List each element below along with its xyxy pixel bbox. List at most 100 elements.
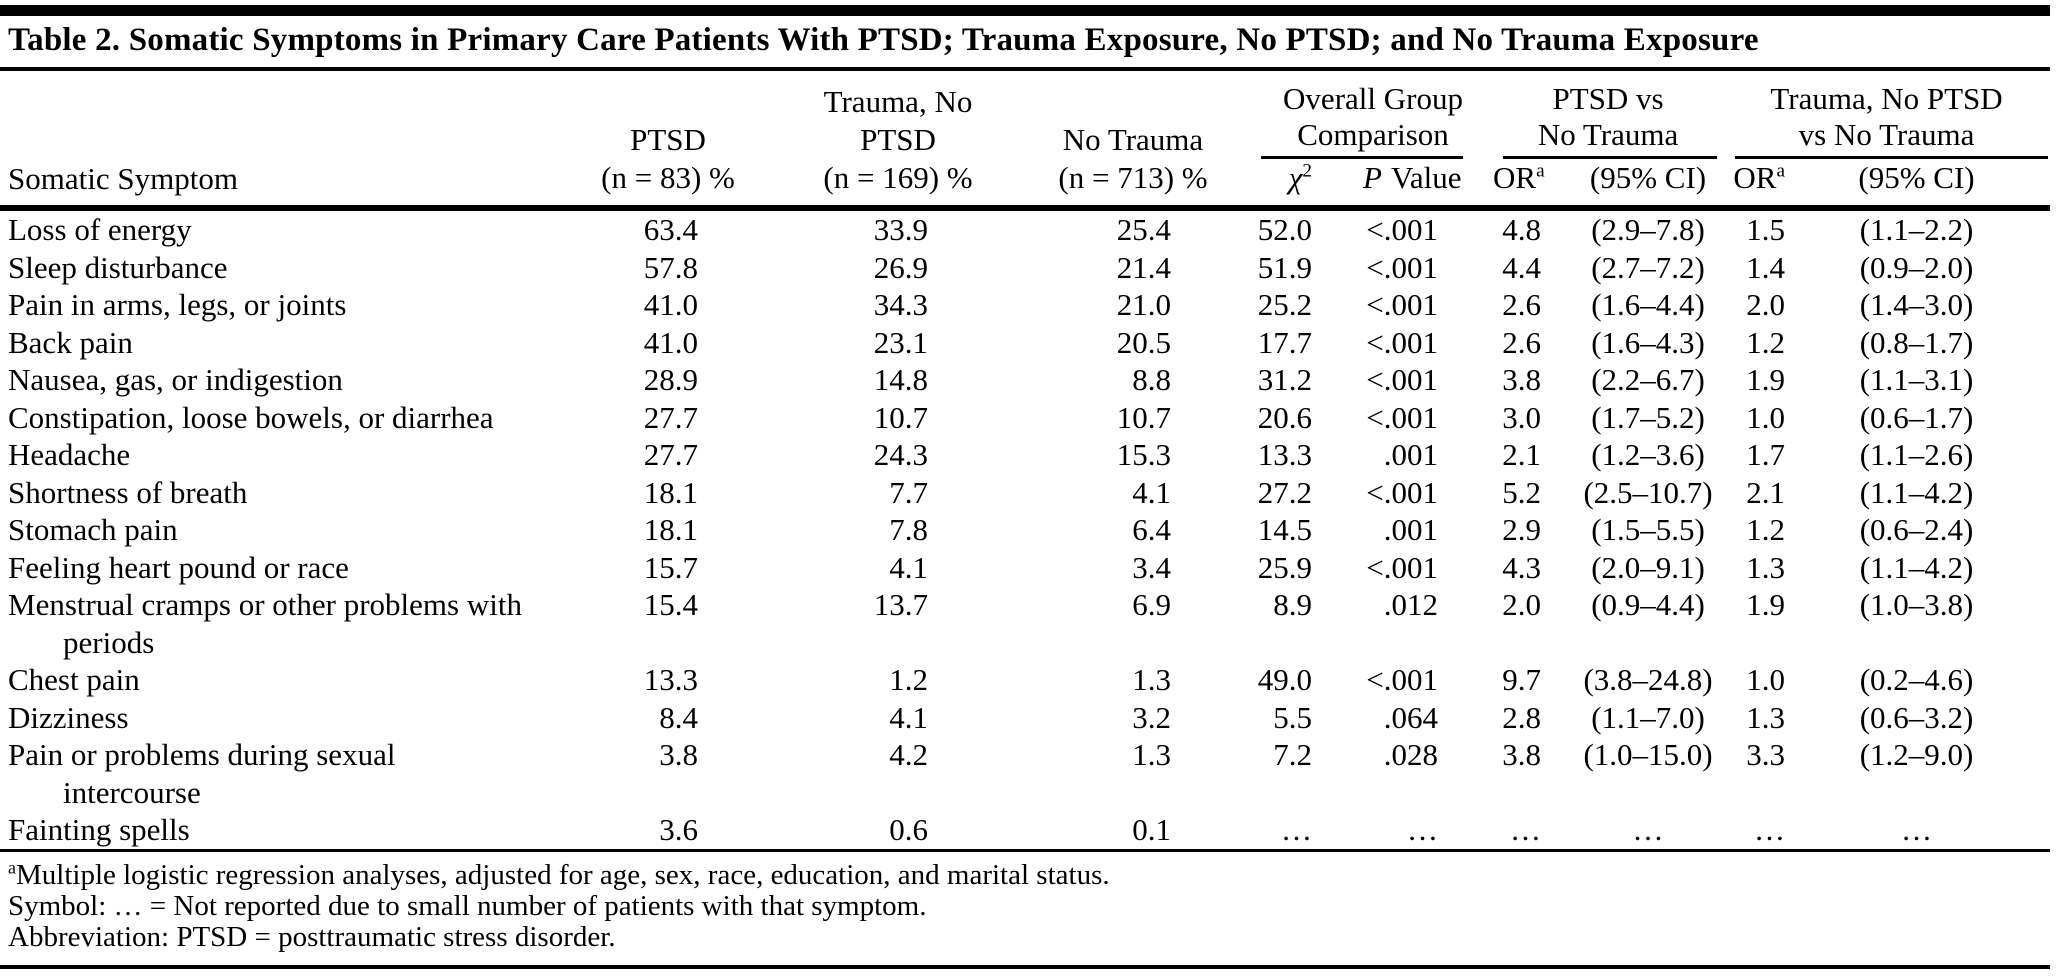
no_trauma-cell: 6.4 [1132, 512, 1171, 547]
or1-header: ORa [1493, 159, 1574, 211]
spanner3-line2: vs No Trauma [1798, 117, 1975, 152]
no_trauma-cell: 0.1 [1132, 812, 1171, 847]
or2-cell: 1.4 [1746, 249, 1786, 285]
ci2-cell: (1.1–2.6) [1859, 437, 1974, 472]
ptsd-cell: 18.1 [643, 474, 698, 510]
spanner3-line1: Trauma, No PTSD [1770, 81, 2003, 116]
table-header: Somatic Symptom PTSD (n = 83) % Trauma, … [0, 71, 2051, 211]
ci1-cell: (2.7–7.2) [1591, 249, 1705, 285]
symptom-cell: Loss of energy [0, 208, 553, 249]
no_trauma-cell: 20.5 [1116, 324, 1171, 360]
symptom-text: Feeling heart pound or race [8, 549, 349, 585]
or2-cell: 1.0 [1746, 662, 1786, 697]
trauma-group-header: Trauma, No PTSD (n = 169) % [783, 71, 1013, 211]
p-cell: <.001 [1366, 212, 1439, 247]
or1-cell: 4.4 [1502, 249, 1542, 285]
trauma-cell: 10.7 [873, 399, 928, 435]
table-title: Table 2. Somatic Symptoms in Primary Car… [0, 16, 2050, 71]
table-row: Headache 27.7 24.3 15.3 13.3 .001 2.1 (1.2–3.6)… [0, 436, 2050, 474]
no_trauma-cell: 25.4 [1116, 212, 1171, 247]
ci2-cell: … [1901, 812, 1933, 847]
or1-superscript: a [1536, 160, 1545, 182]
ci2-cell: (1.0–3.8) [1859, 587, 1974, 622]
ci1-cell: (2.9–7.8) [1591, 212, 1705, 247]
chi2-cell: 5.5 [1273, 699, 1312, 735]
footnote-abbreviation: Abbreviation: PTSD = posttraumatic stres… [8, 921, 2050, 953]
table-top-rule [0, 5, 2050, 16]
no_trauma-cell: 10.7 [1116, 399, 1171, 435]
ci2-cell: (0.9–2.0) [1859, 249, 1974, 285]
ci1-cell: (1.7–5.2) [1591, 399, 1705, 435]
or1-cell: … [1510, 812, 1542, 847]
ptsd-cell: 27.7 [643, 399, 698, 435]
footnote-symbol-text: Symbol: … = Not reported due to small nu… [8, 889, 927, 922]
p-cell: … [1407, 812, 1439, 847]
chi2-cell: 25.9 [1257, 549, 1312, 585]
no-trauma-group-line1: No Trauma [1062, 122, 1204, 157]
header-row-subheaders: χ2 P Value ORa (95% CI) ORa (95% CI) [0, 159, 2051, 211]
p-cell: .012 [1383, 587, 1439, 622]
overall-comparison-label: Overall Group Comparison [1253, 81, 1493, 153]
ptsd-cell: 57.8 [643, 249, 698, 285]
ci1-cell: (2.5–10.7) [1583, 474, 1713, 510]
symptom-text: Shortness of breath [8, 474, 248, 510]
chi-superscript: 2 [1302, 160, 1312, 182]
or1-cell: 3.8 [1502, 362, 1542, 397]
chi2-cell: 51.9 [1257, 249, 1312, 285]
symptom-text: Headache [8, 437, 131, 472]
p-value-word: Value [1390, 160, 1462, 195]
or2-header: ORa [1723, 159, 1814, 211]
symptom-text: Chest pain [8, 662, 140, 697]
no_trauma-cell: 21.4 [1116, 249, 1171, 285]
symptom-cell: Shortness of breath [0, 474, 553, 512]
ci2-cell: (1.2–9.0) [1859, 737, 1974, 772]
table-row: Nausea, gas, or indigestion 28.9 14.8 8.8 31… [0, 361, 2050, 399]
ptsd-cell: 13.3 [643, 662, 698, 697]
ptsd-cell: 3.6 [659, 812, 698, 847]
ci1-cell: (1.6–4.4) [1591, 287, 1705, 322]
p-cell: <.001 [1366, 549, 1439, 585]
ci2-cell: (0.6–2.4) [1859, 512, 1974, 547]
table-row: Pain or problems during sexual intercours… [0, 736, 2050, 811]
p-cell: .028 [1383, 737, 1439, 772]
ci1-cell: (2.0–9.1) [1591, 549, 1705, 585]
p-cell: <.001 [1366, 399, 1439, 435]
or2-cell: 1.2 [1746, 324, 1786, 360]
or2-cell: 1.7 [1746, 437, 1786, 472]
symptom-text: Back pain [8, 324, 133, 360]
trauma-cell: 4.2 [889, 737, 928, 772]
table-row: Stomach pain 18.1 7.8 6.4 14.5 .001 2.9 (1.5–5.… [0, 511, 2050, 549]
trauma-cell: 33.9 [873, 212, 928, 247]
or1-cell: 3.0 [1502, 399, 1542, 435]
symptom-cell: Feeling heart pound or race [0, 549, 553, 587]
symptom-cell: Menstrual cramps or other problems with p… [0, 586, 553, 661]
p-value-header: P Value [1363, 159, 1494, 211]
or1-cell: 4.3 [1502, 549, 1542, 585]
or1-cell: 2.6 [1502, 324, 1542, 360]
table-row: Sleep disturbance 57.8 26.9 21.4 51.9 <.001 4.… [0, 249, 2050, 287]
spanner2-line1: PTSD vs [1552, 81, 1664, 116]
or1-cell: 5.2 [1502, 474, 1542, 510]
table-row: Constipation, loose bowels, or diarrhea 2… [0, 399, 2050, 437]
ptsd-cell: 41.0 [643, 324, 698, 360]
chi2-cell: 31.2 [1257, 362, 1312, 397]
ci2-cell: (0.2–4.6) [1859, 662, 1974, 697]
no_trauma-cell: 3.4 [1132, 549, 1171, 585]
table-row: Pain in arms, legs, or joints 41.0 34.3 21.… [0, 286, 2050, 324]
symptom-text: Pain or problems during sexual [8, 737, 396, 772]
chi2-cell: 13.3 [1257, 437, 1312, 472]
ci1-cell: (1.5–5.5) [1591, 512, 1705, 547]
or2-cell: 1.5 [1746, 212, 1786, 247]
ptsd-cell: 28.9 [643, 362, 698, 397]
trauma-cell: 4.1 [889, 699, 928, 735]
ptsd-vs-no-trauma-spanner: PTSD vs No Trauma [1493, 71, 1723, 159]
or1-label: OR [1493, 160, 1537, 195]
table-row: Chest pain 13.3 1.2 1.3 49.0 <.001 9.7 (3.8–24.… [0, 661, 2050, 699]
p-cell: .001 [1383, 437, 1439, 472]
or1-cell: 2.9 [1502, 512, 1542, 547]
chi2-cell: 7.2 [1273, 737, 1312, 772]
ptsd-cell: 15.4 [643, 587, 698, 622]
symptom-text-wrapped: periods [63, 624, 155, 660]
no_trauma-cell: 15.3 [1116, 437, 1171, 472]
ci1-header: (95% CI) [1573, 159, 1724, 211]
